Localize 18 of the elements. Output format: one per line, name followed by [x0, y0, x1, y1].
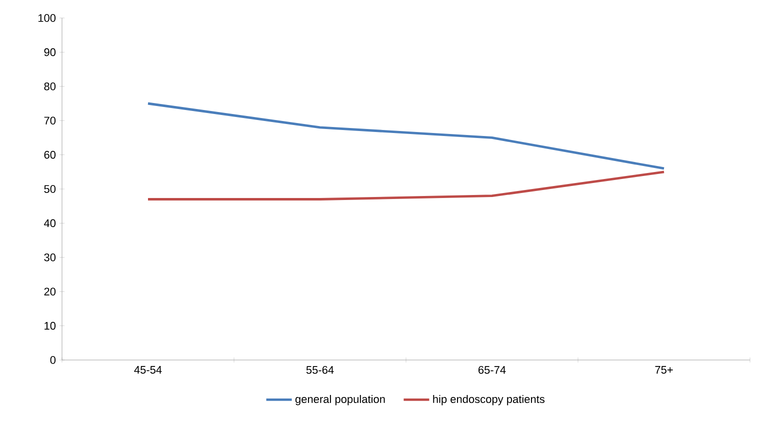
- y-tick-label: 20: [44, 288, 56, 296]
- y-tick-label: 90: [44, 48, 56, 56]
- line-series: [146, 102, 666, 170]
- y-tick-label: 80: [44, 82, 56, 90]
- legend-label: hip endoscopy patients: [433, 394, 545, 406]
- y-tick-label: 10: [44, 322, 56, 330]
- x-tick-label: 45-54: [134, 366, 162, 374]
- y-tick-label: 60: [44, 150, 56, 159]
- y-tick-label: 0: [50, 356, 56, 364]
- x-tick-label: 55-64: [306, 366, 334, 374]
- y-tick-label: 50: [44, 185, 56, 193]
- x-tick-label: 75+: [655, 366, 673, 374]
- x-tick-label: 65-74: [478, 366, 506, 374]
- y-tick-label: 100: [38, 14, 56, 22]
- y-tick-label: 40: [44, 219, 56, 228]
- y-tick-label: 30: [44, 254, 56, 262]
- y-tick-label: 70: [44, 116, 56, 124]
- legend-label: general population: [295, 394, 385, 406]
